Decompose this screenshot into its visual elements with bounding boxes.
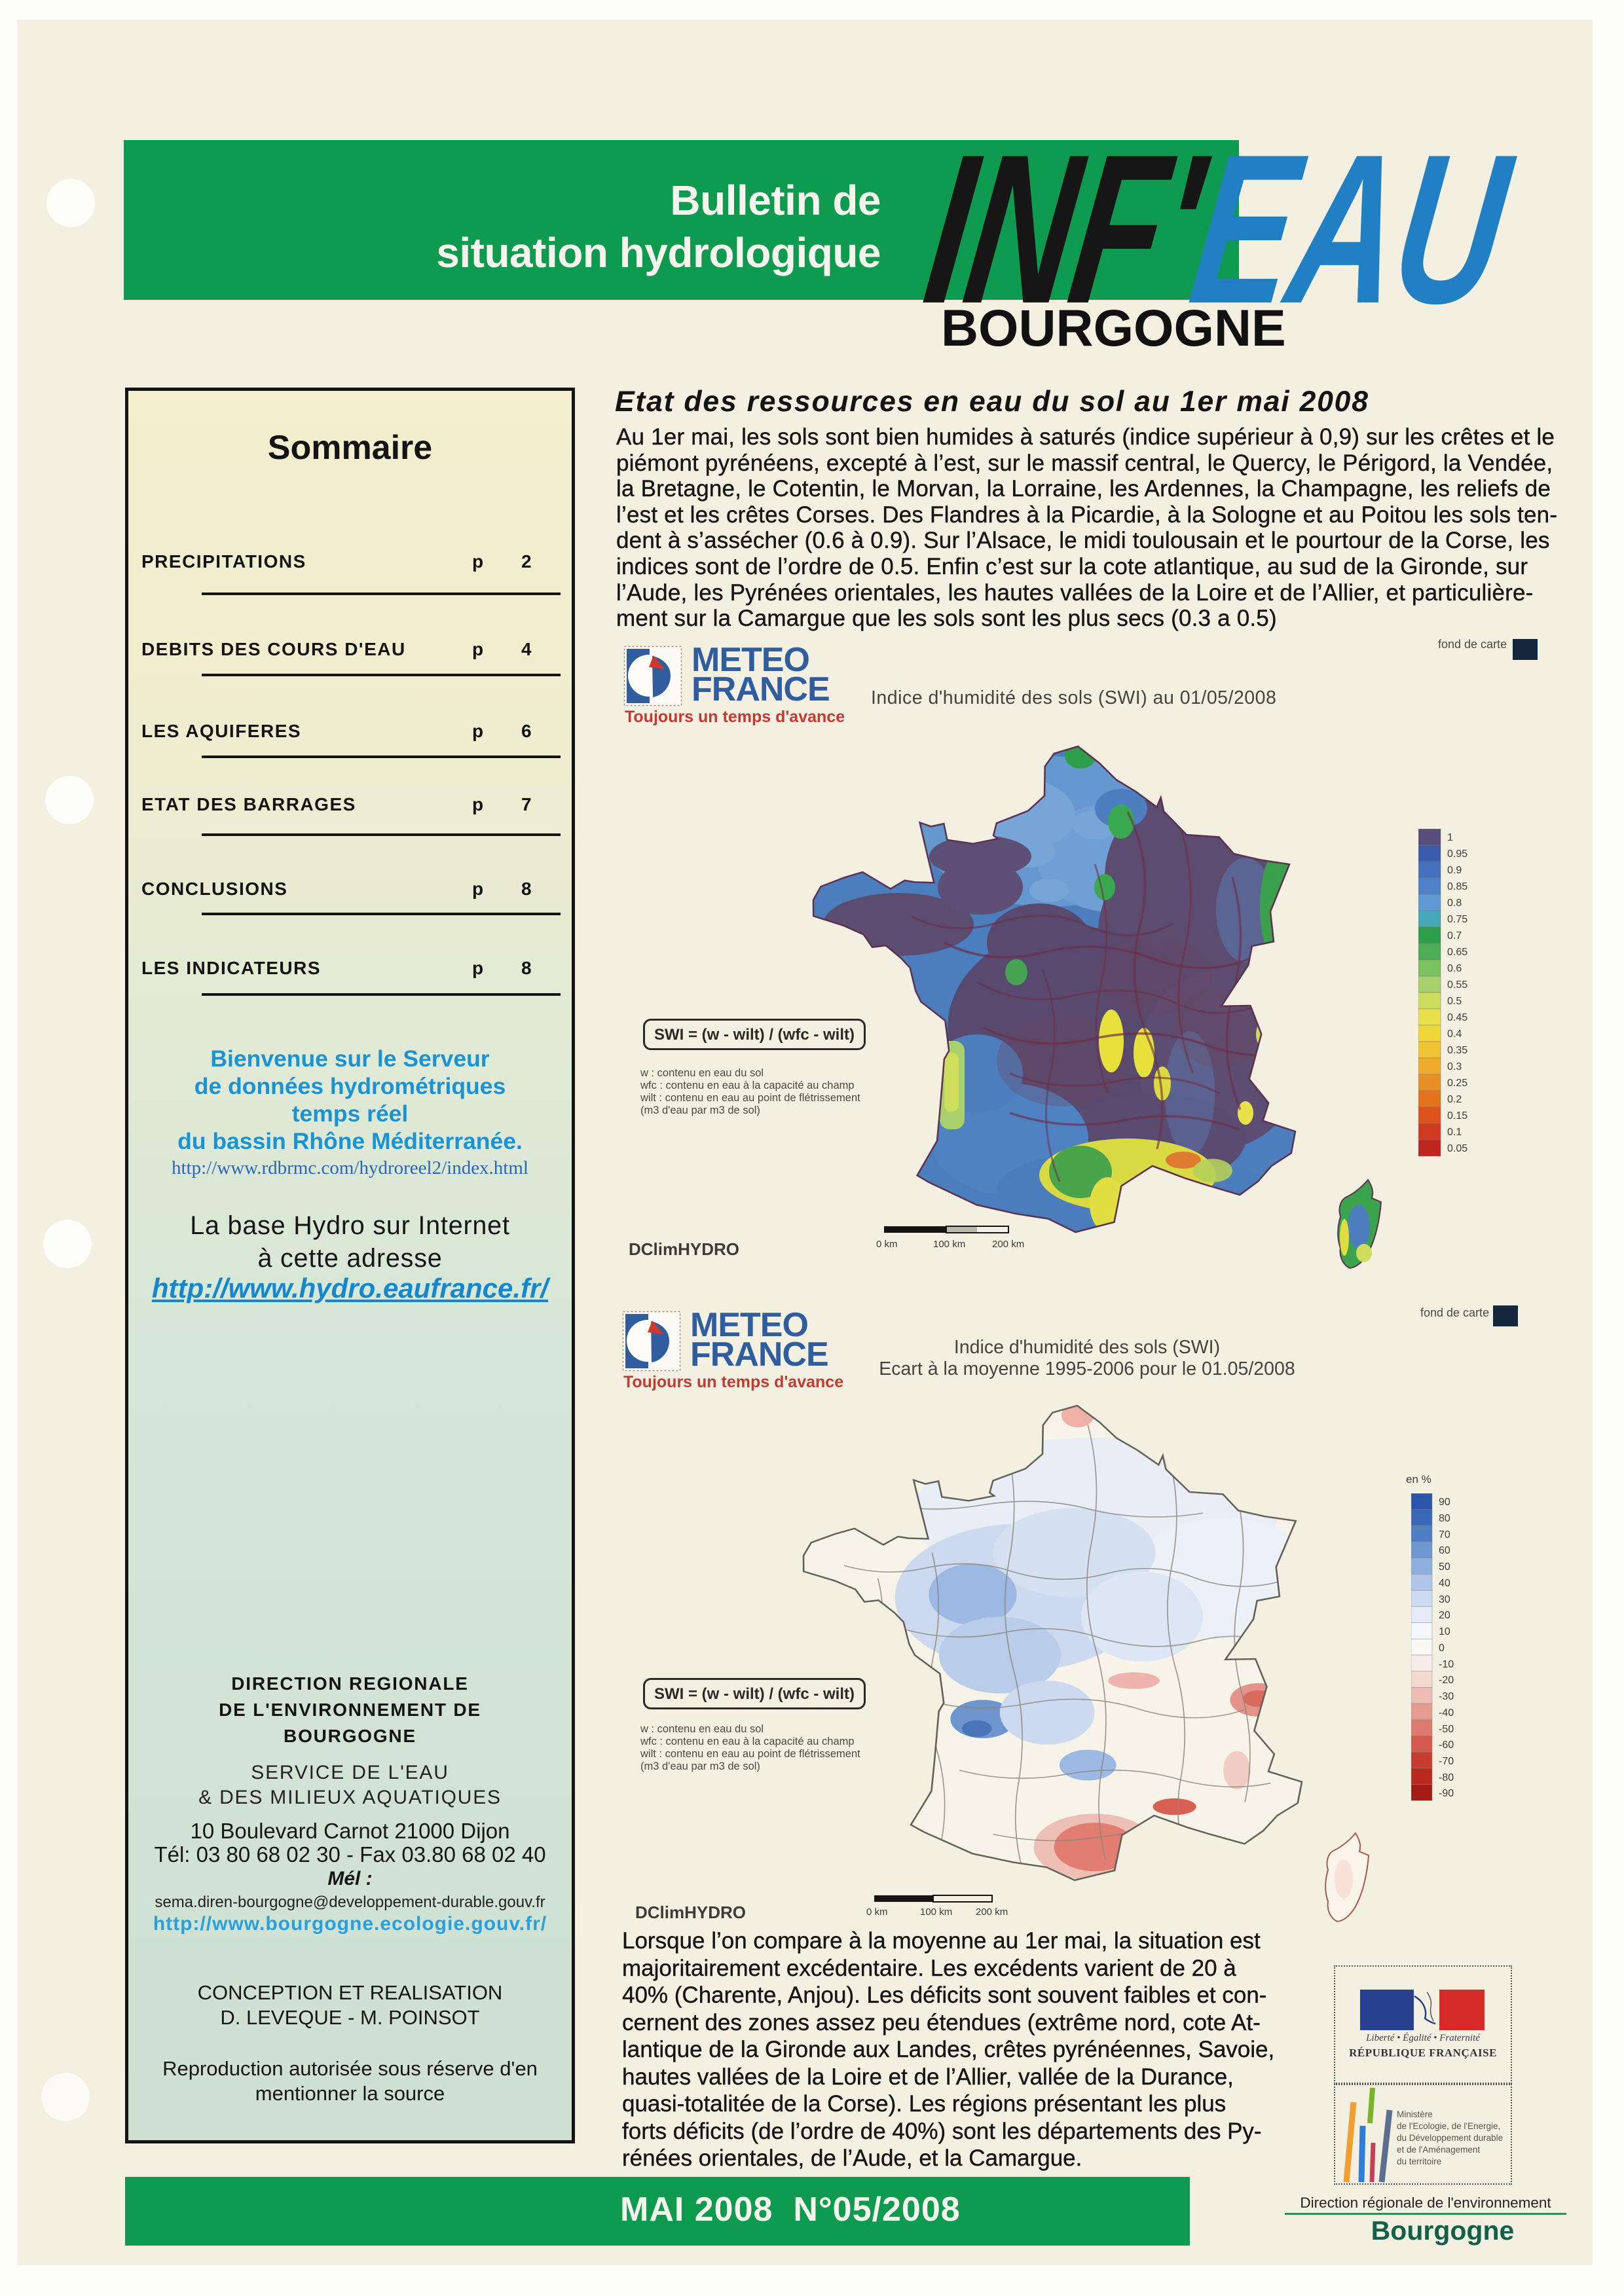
svg-text:200 km: 200 km xyxy=(976,1906,1008,1918)
svg-text:0 km: 0 km xyxy=(876,1239,898,1250)
svg-text:200 km: 200 km xyxy=(992,1239,1024,1250)
svg-text:100 km: 100 km xyxy=(933,1239,965,1250)
svg-text:100 km: 100 km xyxy=(920,1906,952,1918)
svg-text:0 km: 0 km xyxy=(866,1906,888,1918)
